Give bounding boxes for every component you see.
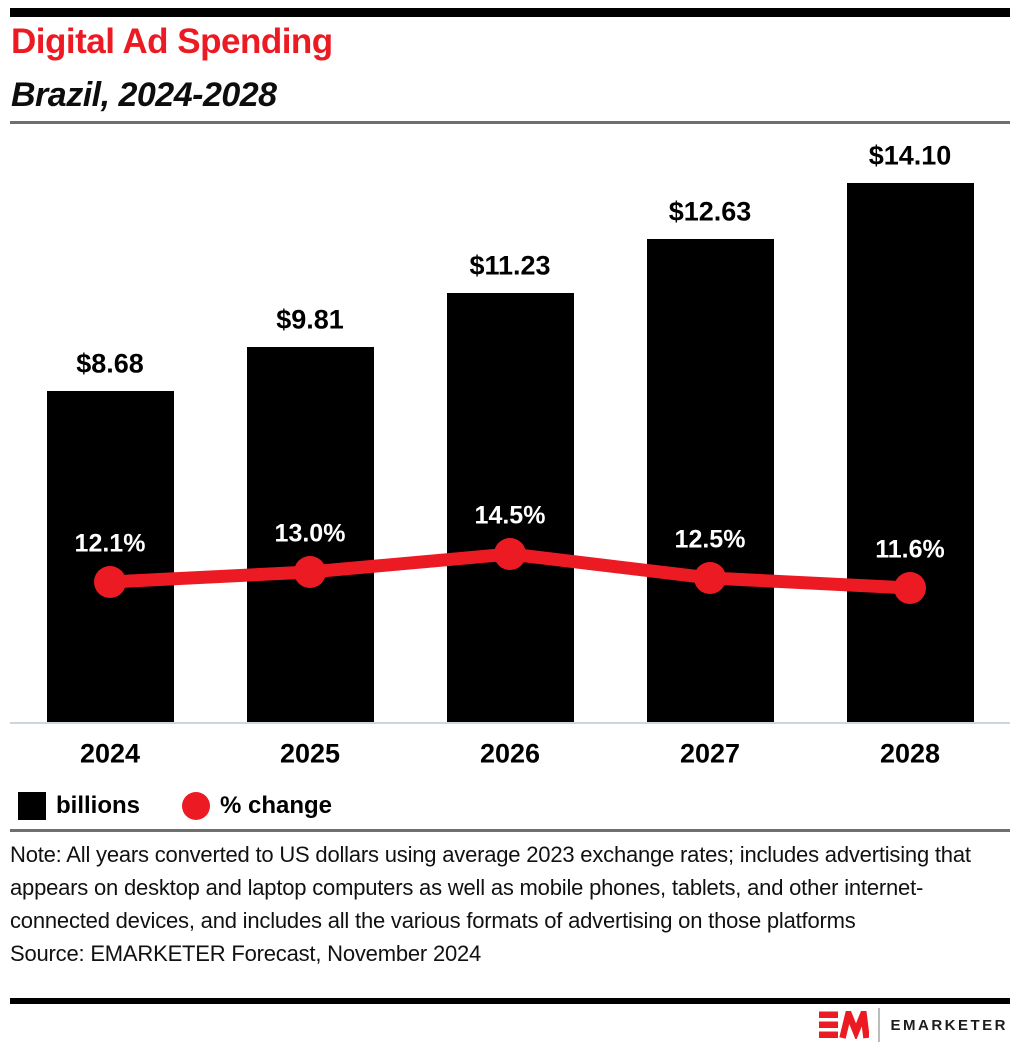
bar-value-label: $8.68 [76, 348, 144, 379]
billions-swatch-icon [18, 792, 46, 820]
note-text: Note: All years converted to US dollars … [10, 842, 971, 933]
bar-value-label: $12.63 [668, 196, 752, 227]
chart-subtitle: Brazil, 2024-2028 [11, 76, 277, 114]
top-accent-bar [10, 8, 1010, 17]
bar-2027 [646, 239, 774, 724]
chart-legend: billions % change [18, 791, 332, 821]
chart-title: Digital Ad Spending [11, 22, 333, 61]
legend-label-pct-change: % change [220, 792, 333, 819]
pct-value-label: 11.6% [875, 535, 945, 564]
note-divider [10, 829, 1010, 832]
pct-value-label: 12.5% [674, 525, 746, 554]
emarketer-logo: EMARKETER [819, 1008, 1008, 1042]
pct-value-label: 13.0% [274, 519, 346, 548]
pct-value-label: 12.1% [74, 529, 146, 558]
emarketer-logo-mark-icon [819, 1011, 870, 1039]
x-axis-tick-2026: 2026 [479, 738, 541, 769]
x-axis-tick-2025: 2025 [279, 738, 341, 769]
logo-separator [878, 1008, 881, 1042]
legend-label-billions: billions [56, 792, 140, 819]
bar-2025 [246, 347, 374, 724]
bar-value-label: $9.81 [276, 304, 344, 335]
bottom-accent-bar [10, 998, 1010, 1004]
header-divider [10, 121, 1010, 124]
footnote-block: Note: All years converted to US dollars … [10, 838, 1012, 970]
emarketer-wordmark: EMARKETER [890, 1016, 1008, 1034]
bar-value-label: $11.23 [469, 250, 551, 281]
pct-value-label: 14.5% [474, 501, 546, 530]
x-axis-tick-2027: 2027 [679, 738, 741, 769]
pct-change-swatch-icon [182, 792, 210, 820]
source-text: Source: EMARKETER Forecast, November 202… [10, 941, 482, 966]
x-axis-tick-2024: 2024 [79, 738, 141, 769]
bar-value-label: $14.10 [868, 140, 952, 171]
x-axis-tick-2028: 2028 [879, 738, 941, 769]
x-axis-line [10, 722, 1010, 724]
bar-2028 [846, 183, 974, 724]
bar-2026 [446, 293, 574, 724]
